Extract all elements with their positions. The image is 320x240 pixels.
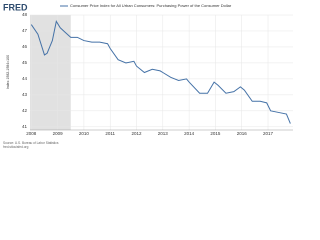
x-tick-label: 2017 — [263, 131, 274, 136]
y-tick-label: 44 — [22, 76, 28, 81]
data-line — [30, 20, 291, 124]
x-tick-label: 2015 — [210, 131, 221, 136]
x-tick-label: 2013 — [158, 131, 169, 136]
y-tick-label: 42 — [22, 108, 28, 113]
legend-label: Consumer Price Index for All Urban Consu… — [70, 3, 232, 8]
y-tick-label: 48 — [22, 12, 28, 17]
chart: FRED Index 1982-1984=100 Source: U.S. Bu… — [3, 2, 293, 149]
x-tick-label: 2011 — [105, 131, 115, 136]
x-tick-label: 2008 — [26, 131, 37, 136]
x-tick-label: 2016 — [237, 131, 248, 136]
y-tick-label: 45 — [22, 60, 28, 65]
x-tick-label: 2009 — [53, 131, 64, 136]
y-axis-title: Index 1982-1984=100 — [6, 55, 10, 89]
url: fred.stlouisfed.org — [3, 145, 29, 149]
x-tick-label: 2012 — [132, 131, 143, 136]
x-tick-label: 2010 — [79, 131, 90, 136]
y-tick-label: 47 — [22, 28, 28, 33]
y-tick-label: 43 — [22, 92, 28, 97]
y-tick-label: 41 — [22, 124, 28, 129]
page: FRED Index 1982-1984=100 Source: U.S. Bu… — [3, 2, 293, 149]
logo: FRED — [3, 2, 28, 12]
x-tick-label: 2014 — [184, 131, 195, 136]
source: Source: U.S. Bureau of Labor Statistics — [3, 141, 59, 145]
y-tick-label: 46 — [22, 44, 28, 49]
